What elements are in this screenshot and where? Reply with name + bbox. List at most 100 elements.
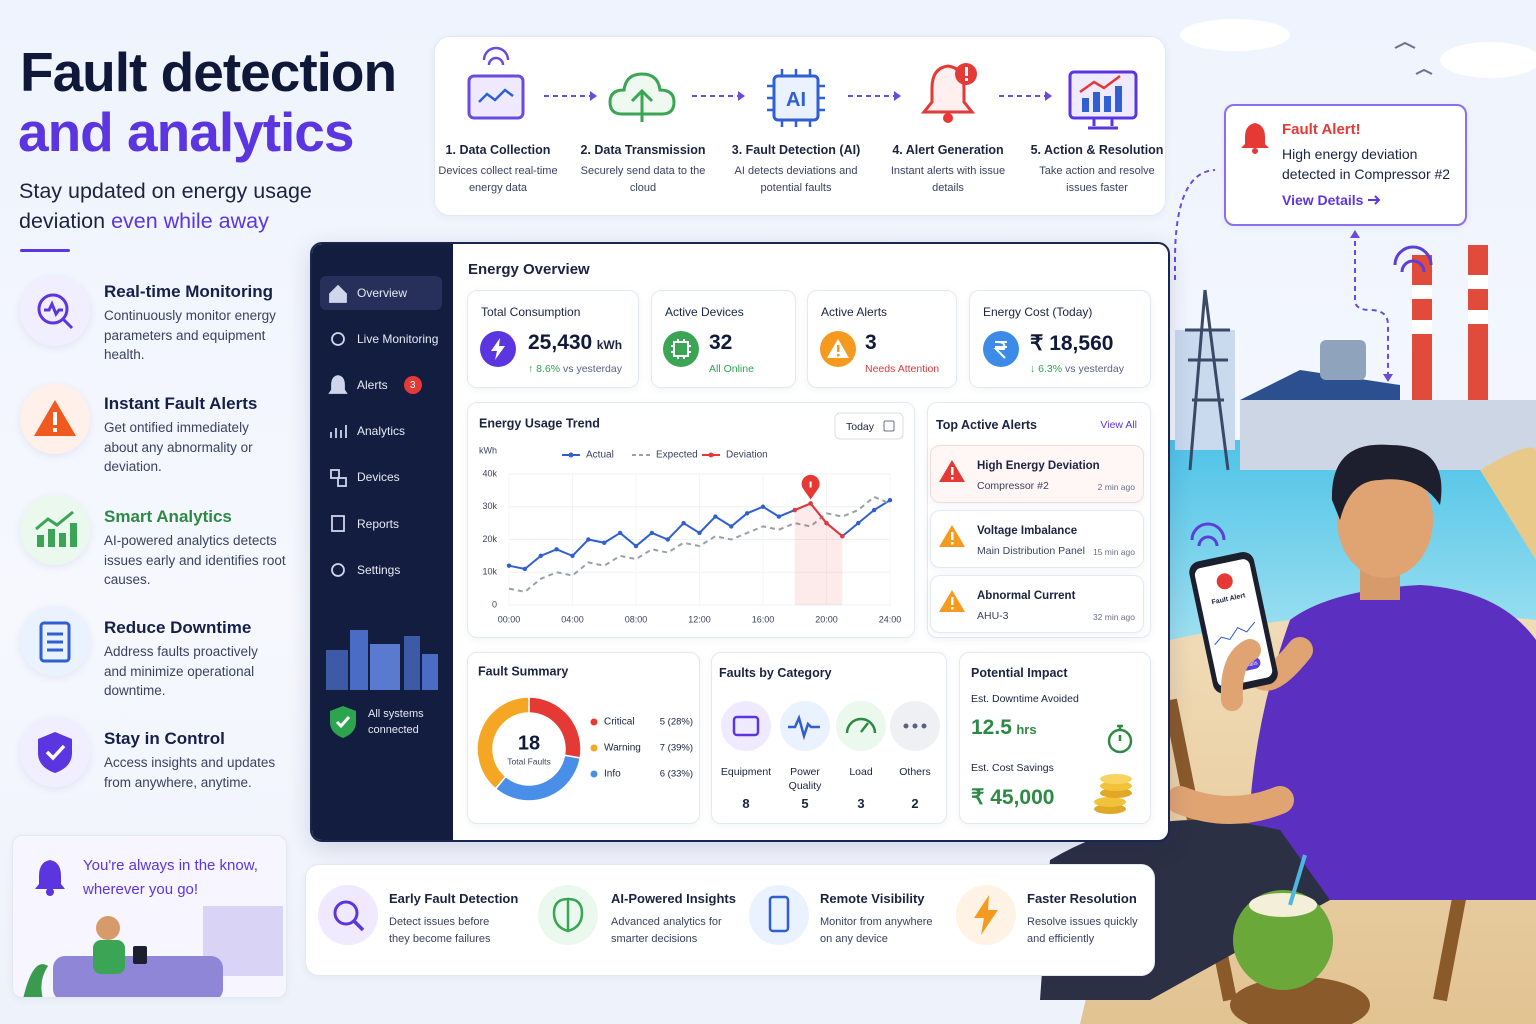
alert-text: High energy deviation detected in Compre… — [1282, 146, 1451, 182]
kpi-note: All Online — [709, 363, 754, 375]
x-tick-label: 12:00 — [688, 614, 711, 624]
hand — [1220, 639, 1261, 711]
nav-label[interactable]: Alerts — [357, 378, 388, 392]
title-accent: and analytics — [18, 101, 354, 163]
category-title: Faults by Category — [719, 666, 832, 680]
dot — [903, 723, 909, 729]
hair — [1331, 444, 1442, 520]
alert-item-title: Voltage Imbalance — [977, 525, 1078, 537]
kpi-label: Total Consumption — [481, 305, 581, 319]
section-title: Energy Overview — [468, 261, 590, 278]
nav-badge: 3 — [403, 376, 422, 394]
legend-label: Actual — [586, 450, 614, 461]
category-card: Faults by Category Equipment Power Quali… — [711, 652, 947, 824]
legend-label: Info — [604, 769, 621, 780]
alert-item[interactable]: Abnormal Current AHU-3 32 min ago — [930, 575, 1144, 633]
nav-label[interactable]: Settings — [357, 563, 401, 577]
kpi-icon — [663, 331, 699, 367]
nav-icon — [330, 469, 340, 479]
kpi-note: vs yesterday — [563, 363, 622, 375]
legend-dot — [590, 744, 598, 752]
dot — [921, 723, 927, 729]
fault-summary-chart: Fault Summary 18 Total Faults Critical 5 … — [476, 664, 693, 802]
nav-item[interactable]: Alerts 3 — [320, 368, 442, 402]
nav-item[interactable]: Live Monitoring — [320, 322, 442, 356]
nav-label[interactable]: Analytics — [357, 424, 406, 438]
nav-label[interactable]: Reports — [357, 517, 400, 531]
category-icons — [721, 701, 940, 751]
nav-label[interactable]: Devices — [357, 470, 400, 484]
benefit-text: Monitor from anywhere on any device — [820, 916, 933, 945]
shirt — [1248, 585, 1536, 900]
top-alerts-title: Top Active Alerts — [936, 418, 1037, 432]
benefit-icon — [318, 885, 378, 945]
range-button-box[interactable] — [834, 412, 904, 440]
feature-icon — [20, 276, 90, 346]
range-button[interactable]: Today — [834, 412, 904, 440]
view-all[interactable]: View All — [1100, 419, 1137, 431]
donut-center-value: 18 — [518, 732, 540, 754]
solar-roof — [1240, 370, 1400, 400]
nav-item[interactable]: Overview — [320, 276, 442, 310]
kpi-label: Active Devices — [665, 305, 744, 319]
alert-link-label[interactable]: View Details — [1282, 192, 1364, 208]
nav-item[interactable]: Reports — [320, 507, 442, 541]
kpi-icon — [480, 331, 516, 367]
benefits-bar: Early Fault Detection Detect issues befo… — [305, 864, 1155, 976]
feature-text: Get ontified immediately about any abnor… — [104, 420, 253, 474]
know-box: You're always in the know, wherever you … — [12, 835, 287, 998]
umbrella — [1480, 447, 1536, 560]
x-tick-label: 04:00 — [561, 614, 584, 624]
series-point — [729, 524, 734, 529]
trend-card — [467, 402, 915, 638]
impact-downtime: 12.5 hrs — [971, 716, 1037, 740]
legend-label: Critical — [604, 717, 635, 728]
donut-segment — [494, 754, 582, 802]
series-point — [633, 543, 639, 549]
alert-item-time: 2 min ago — [1097, 482, 1135, 492]
chart-title: Energy Usage Trend — [479, 416, 600, 430]
alert-item-device: Compressor #2 — [977, 480, 1049, 492]
impact-value: 12.5 — [971, 716, 1012, 739]
building — [326, 650, 348, 690]
step-title: 2. Data Transmission — [580, 143, 706, 157]
alert-bell — [1241, 123, 1269, 154]
series-point — [713, 514, 718, 519]
category-count: 2 — [911, 796, 919, 811]
alert-item-icon — [939, 460, 965, 482]
alert-item[interactable]: High Energy Deviation Compressor #2 2 mi… — [930, 445, 1144, 503]
series-point — [665, 537, 670, 542]
alert-link[interactable]: View Details — [1282, 192, 1381, 208]
kpi-change: ↓ 6.3% — [1030, 363, 1063, 375]
series-point — [744, 511, 750, 516]
bell-icon — [35, 860, 65, 896]
kpi-note: Needs Attention — [865, 363, 940, 375]
kpi-icon — [820, 331, 856, 367]
alert-item[interactable]: Voltage Imbalance Main Distribution Pane… — [930, 510, 1144, 568]
phone-alert-icon — [1216, 573, 1233, 590]
benefit-title: AI-Powered Insights — [611, 891, 736, 906]
wifi — [1393, 245, 1433, 273]
nav-item[interactable]: Devices — [320, 460, 442, 494]
icon — [35, 510, 77, 547]
title: Fault detection — [20, 41, 397, 103]
nav-icon — [331, 515, 345, 532]
nav-label[interactable]: Live Monitoring — [357, 332, 439, 346]
range-label[interactable]: Today — [846, 421, 875, 433]
nav-item[interactable]: Analytics — [320, 414, 442, 448]
subtitle: Stay updated on energy usage deviation e… — [19, 176, 349, 236]
kpi-value: 32 — [709, 331, 733, 354]
divider — [20, 249, 70, 252]
wifi — [1190, 522, 1226, 547]
nav-label[interactable]: Overview — [357, 286, 408, 300]
plant — [23, 964, 48, 997]
nav-item[interactable]: Settings — [320, 553, 442, 587]
kpi-card: Energy Cost (Today) ₹ 18,560 ↓ 6.3% vs y… — [969, 290, 1151, 388]
kpi-card: Active Alerts 3 Needs Attention — [807, 290, 957, 388]
kpi-card: Active Devices 32 All Online — [651, 290, 796, 388]
series-point — [871, 507, 877, 513]
series-point — [856, 520, 861, 526]
know-text: You're always in the know, wherever you … — [83, 857, 258, 898]
connectors — [1174, 169, 1393, 382]
city — [1175, 330, 1235, 450]
